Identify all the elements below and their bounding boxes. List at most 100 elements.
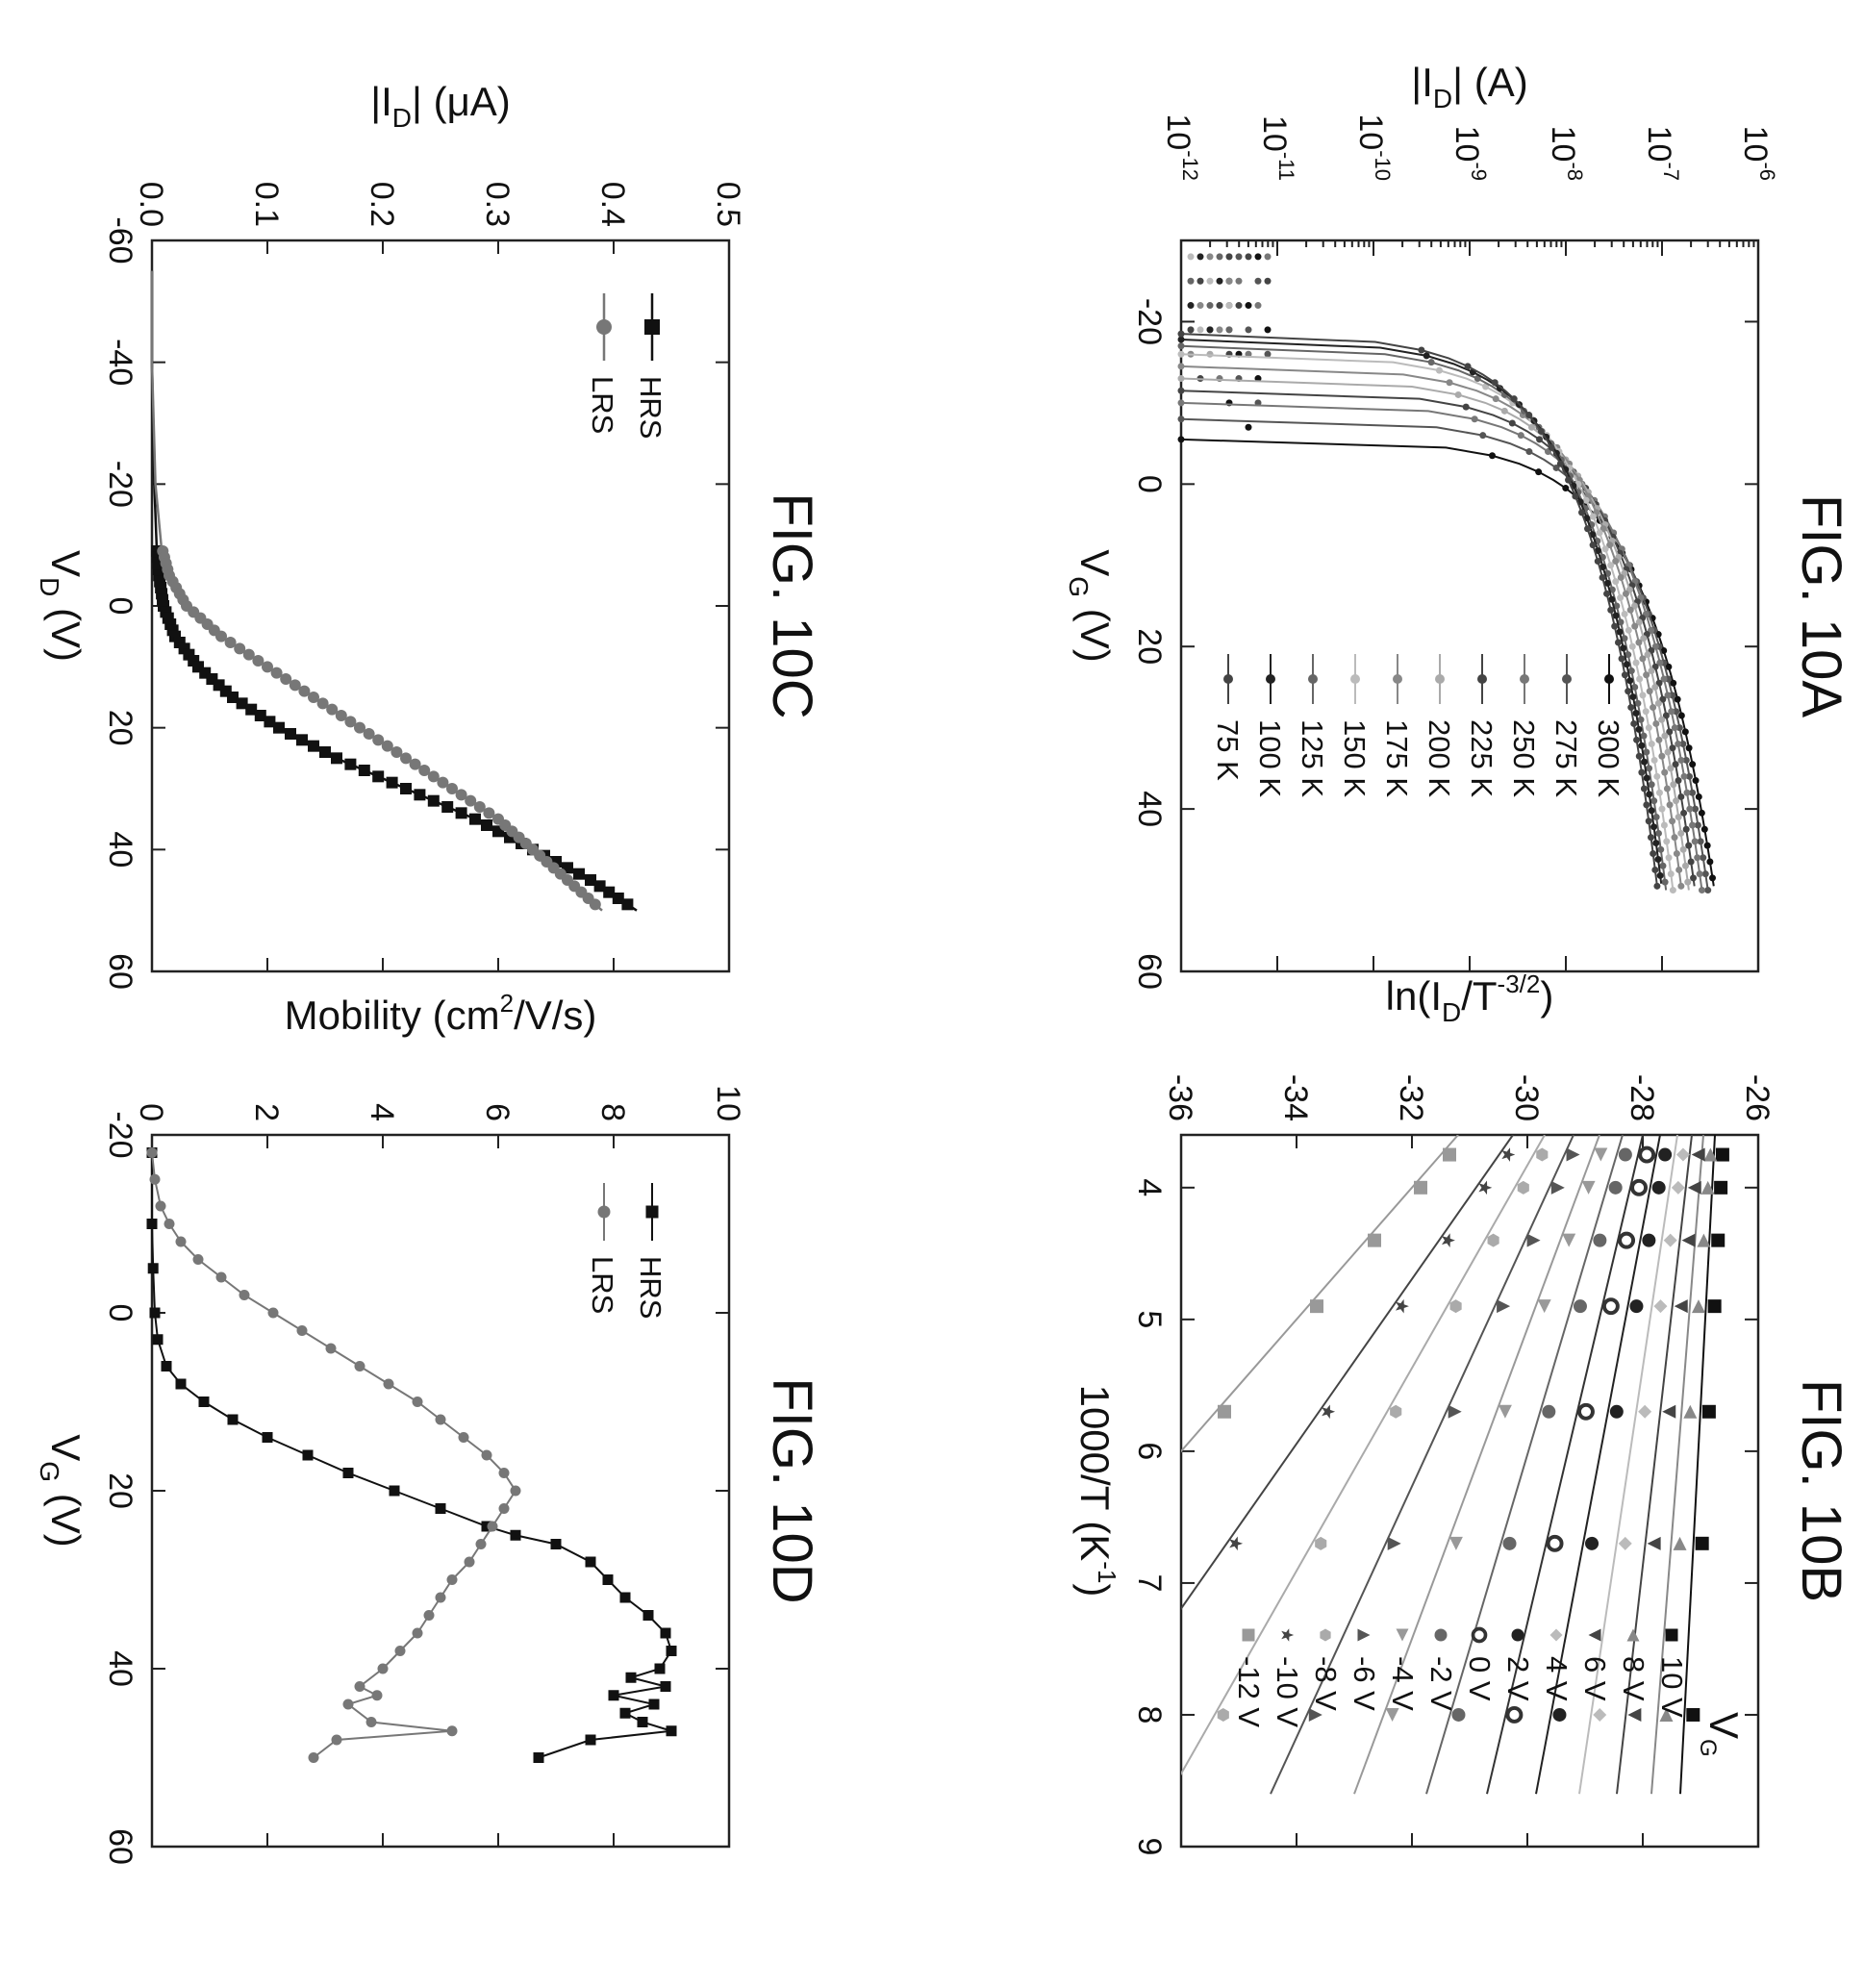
data-point [155, 1200, 166, 1212]
data-point [319, 746, 331, 758]
y-tick-label: 2 [248, 1103, 285, 1121]
data-point [1177, 363, 1185, 370]
data-point [1659, 1707, 1674, 1722]
data-point [1500, 407, 1508, 415]
data-point [1505, 1706, 1524, 1724]
data-point [1638, 768, 1646, 776]
data-point [1658, 805, 1666, 813]
data-point [242, 648, 255, 661]
legend-marker [1562, 674, 1572, 684]
data-point [1632, 709, 1640, 717]
data-point [1700, 825, 1708, 833]
data-point [298, 685, 311, 697]
data-point [1613, 602, 1621, 610]
data-point [1639, 655, 1647, 663]
data-point [377, 1663, 389, 1674]
legend-label: LRS [586, 1256, 619, 1314]
data-point [394, 1646, 406, 1656]
y-axis-label-unit: | (A) [1452, 60, 1528, 105]
data-point-noise [1196, 277, 1204, 285]
data-point [1177, 342, 1185, 350]
data-point [1648, 741, 1655, 748]
data-point [1630, 719, 1638, 727]
data-point [245, 703, 258, 716]
legend-title-main: V [1701, 1712, 1747, 1739]
data-point-noise [1187, 302, 1195, 310]
data-point-noise [1235, 253, 1243, 261]
data-point [273, 721, 285, 734]
data-point [1537, 1299, 1551, 1314]
data-point [1642, 1233, 1656, 1247]
fit-line [1535, 1135, 1661, 1795]
data-point [1660, 646, 1668, 654]
legend-marker [1511, 1628, 1524, 1642]
x-tick-label: 0 [1131, 475, 1168, 493]
plot-frame-10b [1179, 1133, 1760, 1849]
data-point [1668, 708, 1675, 716]
data-point [192, 1254, 204, 1265]
data-point [660, 1681, 671, 1692]
panel-fig-10c: FIG. 10C -60 -40 -20 0 20 40 60 0.0 0.1 0.2 0.3 0.4 0… [35, 79, 823, 990]
data-point [1681, 728, 1689, 736]
data-point [1510, 395, 1518, 403]
data-point [1617, 594, 1625, 602]
x-axis-label-sub: D [35, 577, 64, 596]
data-point [1625, 651, 1632, 659]
legend-label: -12 V [1232, 1656, 1266, 1727]
data-point [1217, 1707, 1229, 1722]
data-point [1611, 622, 1619, 630]
data-point [254, 710, 266, 721]
data-point [1607, 562, 1615, 569]
figure-title-10d: FIG. 10D [761, 1377, 823, 1603]
fit-line [1353, 1135, 1600, 1795]
legend-label: 275 K [1549, 719, 1583, 797]
legend-label: HRS [634, 1256, 668, 1319]
data-point [1686, 805, 1694, 813]
data-point [1689, 789, 1697, 796]
series-line [150, 270, 603, 912]
legend-marker [1393, 674, 1402, 684]
data-point [1629, 1299, 1644, 1314]
y-tick-label: 4 [364, 1103, 400, 1121]
data-point [1650, 797, 1658, 805]
x-tick-label: 0 [102, 1304, 139, 1322]
legend-marker [1350, 674, 1360, 684]
data-point [1689, 821, 1697, 829]
data-point [1603, 579, 1611, 587]
data-point-noise [1245, 302, 1252, 310]
x-axis-label-main: V [1072, 549, 1118, 576]
data-point [1618, 1231, 1636, 1249]
data-point [1671, 724, 1678, 732]
y-axis-label-end: ) [1540, 973, 1553, 1019]
fit-line [1181, 1135, 1459, 1795]
data-point [371, 1690, 383, 1701]
legend-label: -10 V [1271, 1656, 1304, 1727]
data-point [1177, 336, 1185, 343]
data-point [1655, 736, 1663, 743]
x-axis-label-main: V [43, 1434, 88, 1461]
data-point [585, 1734, 596, 1746]
data-point [1669, 744, 1676, 752]
data-point [573, 868, 585, 880]
legend-label: 225 K [1465, 719, 1499, 797]
data-point [1593, 1707, 1607, 1722]
data-point [1661, 768, 1669, 776]
data-point [1692, 805, 1700, 813]
data-point [1696, 870, 1703, 878]
x-axis-label-unit: (V) [43, 596, 88, 662]
legend-label: -2 V [1424, 1656, 1458, 1711]
y-tick-base: 10 [1352, 113, 1389, 150]
data-point [1614, 639, 1622, 646]
y-tick-exponent: -12 [1178, 150, 1202, 181]
fit-line [1578, 1135, 1678, 1795]
data-point [1385, 1707, 1399, 1722]
data-point [1673, 708, 1680, 716]
data-point [1474, 375, 1481, 383]
y-tick-exponent: -10 [1371, 150, 1395, 181]
data-point [1578, 509, 1586, 516]
data-point [1638, 1145, 1656, 1164]
data-point [1667, 870, 1675, 878]
data-point [1612, 558, 1620, 566]
data-point [390, 746, 403, 758]
